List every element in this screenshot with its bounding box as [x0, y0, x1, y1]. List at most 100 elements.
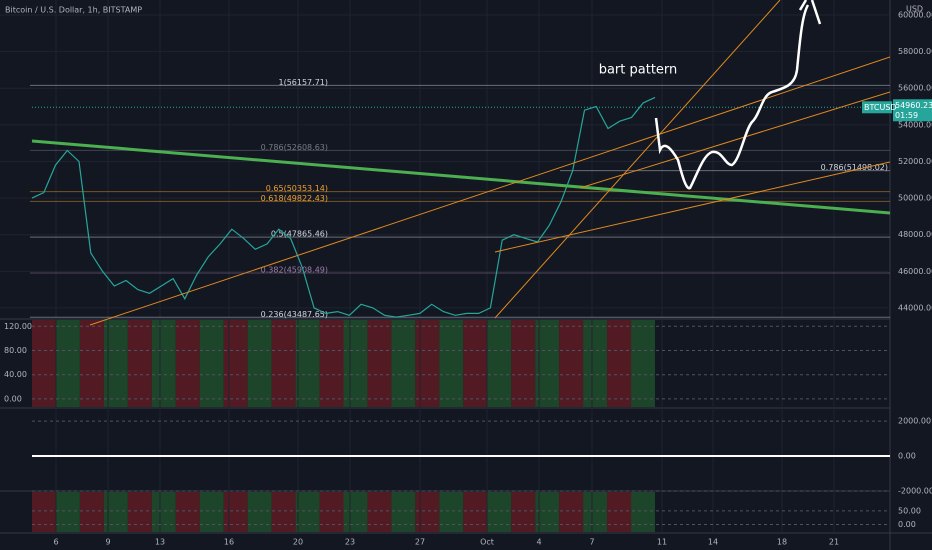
band	[535, 492, 560, 532]
price-tick-label: 48000.00	[898, 230, 932, 239]
price-tick-label: 50000.00	[898, 194, 932, 203]
band	[583, 320, 608, 407]
band	[223, 320, 248, 407]
band	[487, 492, 512, 532]
band	[415, 320, 440, 407]
trend-line	[89, 56, 891, 326]
band	[175, 320, 200, 407]
symbol-tag: BTCUSD	[864, 103, 897, 112]
time-tick-label: 4	[536, 538, 541, 547]
trend-line	[579, 91, 891, 189]
band	[199, 492, 224, 532]
time-tick-label: 20	[293, 538, 303, 547]
currency-label: USD	[906, 5, 923, 14]
band	[247, 492, 272, 532]
band	[631, 492, 655, 532]
band	[151, 492, 176, 532]
band	[391, 492, 416, 532]
fib-label: 0.5(47865.46)	[271, 230, 328, 239]
price-tick-label: 56000.00	[898, 84, 932, 93]
band	[487, 320, 512, 407]
band	[319, 320, 344, 407]
band	[559, 492, 584, 532]
band	[607, 320, 632, 407]
band	[32, 492, 56, 532]
time-tick-label: 23	[345, 538, 355, 547]
band	[439, 492, 464, 532]
time-tick-label: 6	[53, 538, 58, 547]
band	[79, 492, 104, 532]
time-tick-label: 18	[777, 538, 787, 547]
band	[271, 320, 296, 407]
annotation: bart pattern	[599, 63, 678, 78]
price-tick-label: 54000.00	[898, 120, 932, 129]
time-tick-label: 13	[155, 538, 165, 547]
trend-line	[31, 139, 891, 215]
trend-line	[494, 161, 891, 253]
band	[343, 320, 368, 407]
band	[103, 492, 128, 532]
time-tick-label: 27	[415, 538, 425, 547]
time-tick-label: 21	[829, 538, 839, 547]
band	[127, 492, 152, 532]
time-tick-label: 7	[589, 538, 594, 547]
fib-label: 0.786(52608.63)	[261, 143, 328, 152]
band	[535, 320, 560, 407]
band	[151, 320, 176, 407]
band	[175, 492, 200, 532]
band	[367, 492, 392, 532]
time-tick-label: 16	[224, 538, 234, 547]
band	[463, 320, 488, 407]
time-tick-label: 11	[657, 538, 667, 547]
band	[55, 320, 80, 407]
trend-line	[494, 0, 781, 319]
band	[32, 320, 56, 407]
band	[583, 492, 608, 532]
price-tick-label: 44000.00	[898, 303, 932, 312]
pane-tick-label: 40.00	[4, 370, 27, 379]
pane-tick-label: 0.00	[4, 394, 22, 403]
band	[439, 320, 464, 407]
band	[295, 492, 320, 532]
band	[367, 320, 392, 407]
symbol-tag-box	[862, 101, 892, 114]
band	[343, 492, 368, 532]
hand-drawn-path	[654, 0, 822, 190]
band	[127, 320, 152, 407]
pane-tick-label: 0.00	[898, 452, 916, 461]
pane-tick-label: 2000.00	[898, 417, 931, 426]
fib-label: 1(56157.71)	[278, 78, 328, 87]
band	[199, 320, 224, 407]
fib-label: 0.786(51498.02)	[821, 163, 888, 172]
band	[559, 320, 584, 407]
band	[247, 320, 272, 407]
price-tag-box	[893, 99, 932, 122]
time-tick-label: Oct	[480, 538, 494, 547]
band	[319, 492, 344, 532]
chart-title: Bitcoin / U.S. Dollar, 1h, BITSTAMP	[5, 6, 142, 15]
pane-tick-label: 50.00	[898, 506, 921, 515]
oscillator-bands	[32, 320, 655, 532]
pane-tick-label: 80.00	[4, 346, 27, 355]
fib-label: 0.65(50353.14)	[266, 184, 328, 193]
band	[295, 320, 320, 407]
band	[79, 320, 104, 407]
fib-label: 0.236(43487.65)	[261, 310, 328, 319]
pane-tick-label: 120.00	[4, 322, 32, 331]
band	[223, 492, 248, 532]
price-tick-label: 46000.00	[898, 267, 932, 276]
countdown: 01:59	[895, 111, 918, 120]
band	[103, 320, 128, 407]
price-line	[31, 96, 656, 318]
band	[55, 492, 80, 532]
band	[511, 492, 536, 532]
band	[511, 320, 536, 407]
band	[271, 492, 296, 532]
band	[631, 320, 655, 407]
price-tick-label: 58000.00	[898, 47, 932, 56]
band	[391, 320, 416, 407]
time-tick-label: 9	[105, 538, 110, 547]
